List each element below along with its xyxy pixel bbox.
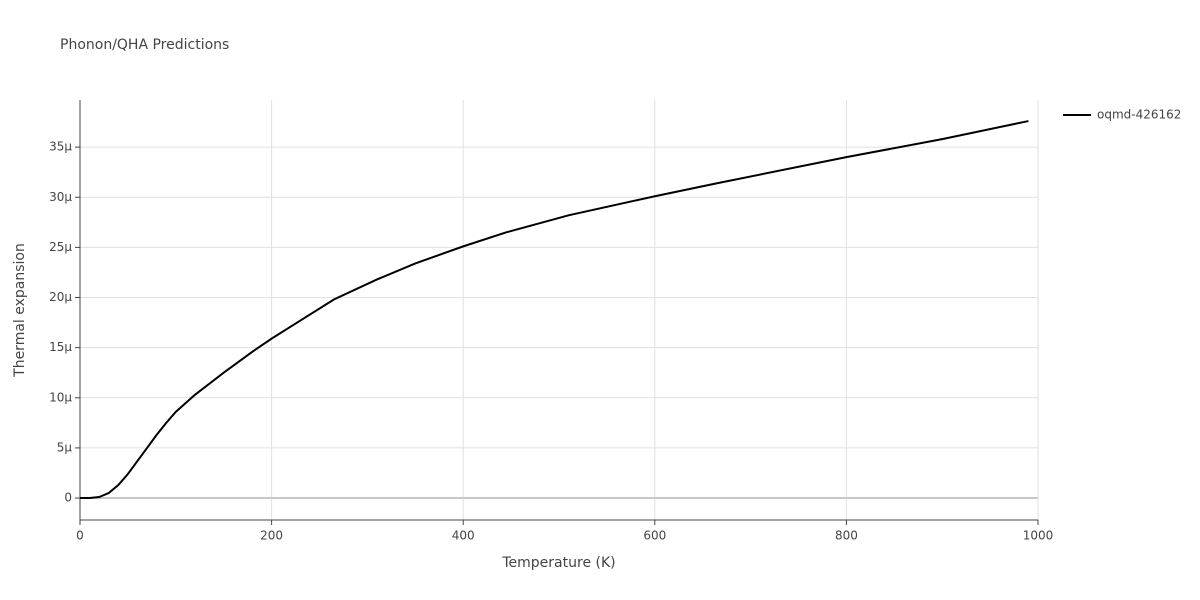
y-tick-label: 15μ <box>49 340 72 354</box>
x-tick-label: 400 <box>452 529 475 543</box>
x-tick-label: 1000 <box>1023 529 1054 543</box>
y-tick-label: 30μ <box>49 190 72 204</box>
x-tick-label: 600 <box>643 529 666 543</box>
y-tick-label: 10μ <box>49 390 72 404</box>
y-axis-label: Thermal expansion <box>12 243 28 378</box>
x-tick-label: 800 <box>835 529 858 543</box>
y-tick-label: 0 <box>64 491 72 505</box>
data-line <box>80 120 1029 500</box>
x-axis-label: Temperature (K) <box>501 555 615 571</box>
x-tick-label: 0 <box>76 529 84 543</box>
y-tick-label: 25μ <box>49 240 72 254</box>
y-tick-label: 35μ <box>49 140 72 154</box>
chart-title: Phonon/QHA Predictions <box>60 37 229 53</box>
y-tick-label: 5μ <box>57 440 73 454</box>
legend-label: oqmd-426162 <box>1097 108 1181 122</box>
y-tick-label: 20μ <box>49 290 72 304</box>
x-tick-label: 200 <box>260 529 283 543</box>
